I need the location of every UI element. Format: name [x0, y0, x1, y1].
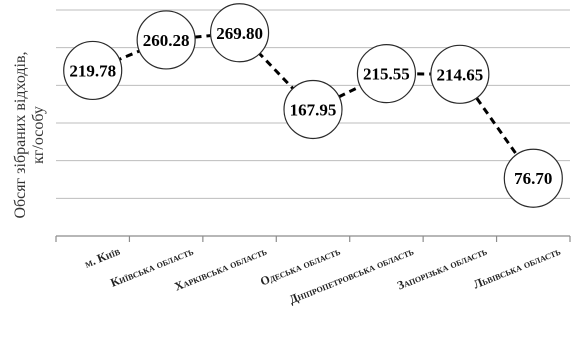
point-marker	[503, 148, 563, 208]
point-marker	[209, 3, 270, 63]
data-label: 214.65	[436, 65, 483, 84]
data-label: 167.95	[290, 100, 337, 119]
data-label: 269.80	[216, 24, 263, 43]
data-point: 269.80	[209, 3, 270, 63]
point-marker	[356, 44, 417, 104]
point-marker	[283, 79, 343, 140]
x-tick-label: м. Київ	[82, 244, 122, 271]
data-point: 214.65	[430, 44, 490, 104]
point-marker	[430, 44, 490, 104]
point-marker	[63, 40, 123, 101]
data-points: 219.78 260.28 269.80 167.95 215.55 214.65 76.7…	[63, 3, 563, 208]
data-point: 215.55	[356, 44, 417, 104]
data-point: 76.70	[503, 148, 563, 208]
data-point: 219.78	[63, 40, 123, 101]
data-label: 76.70	[514, 169, 552, 188]
x-axis	[55, 235, 571, 242]
data-label: 219.78	[69, 61, 116, 80]
x-tick-label: Дніпропетровська область	[287, 244, 415, 307]
data-point: 260.28	[136, 10, 196, 70]
data-label: 260.28	[143, 31, 190, 50]
data-point: 167.95	[283, 79, 343, 140]
point-marker	[136, 10, 196, 70]
data-label: 215.55	[363, 65, 410, 84]
